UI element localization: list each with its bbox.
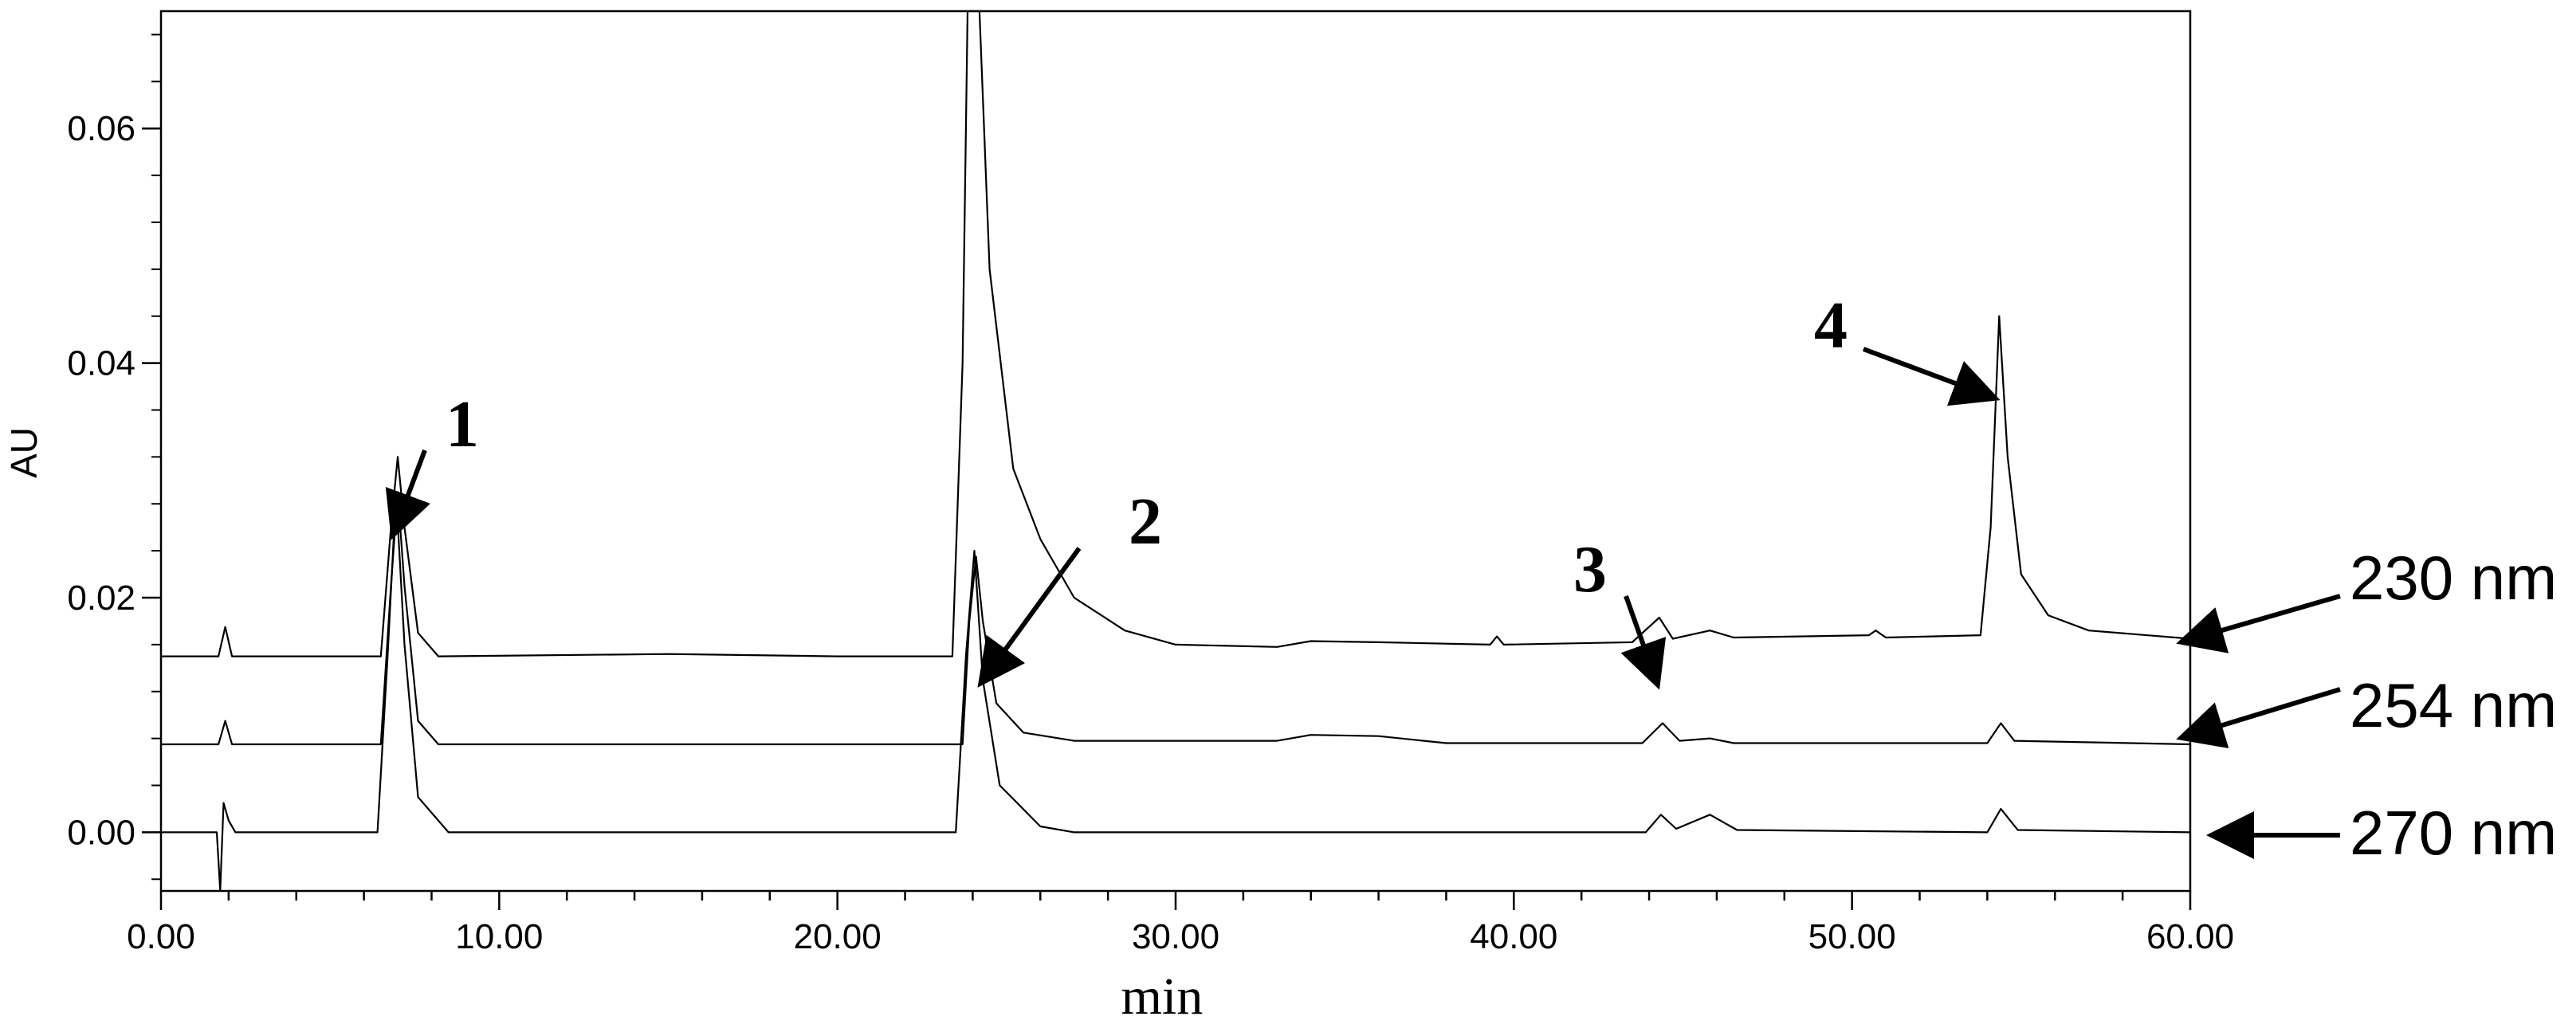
peak-label-2: 2 bbox=[1129, 485, 1162, 559]
y-tick-label: 0.00 bbox=[67, 813, 135, 852]
trace-label-270-nm: 270 nm bbox=[2350, 798, 2557, 868]
x-tick-label: 10.00 bbox=[455, 917, 543, 956]
trace-arrow-230-nm bbox=[2176, 594, 2341, 653]
trace-label-254-nm: 254 nm bbox=[2350, 670, 2557, 740]
peak-label-1: 1 bbox=[446, 387, 479, 461]
x-tick-label: 60.00 bbox=[2146, 917, 2234, 956]
x-tick-label: 0.00 bbox=[127, 917, 195, 956]
trace-270-nm bbox=[161, 491, 2191, 893]
x-tick-label: 30.00 bbox=[1132, 917, 1219, 956]
series-lines bbox=[161, 10, 2191, 893]
x-tick-label: 40.00 bbox=[1470, 917, 1557, 956]
trace-254-nm bbox=[161, 491, 2191, 746]
trace-230-nm bbox=[161, 10, 2191, 657]
peak-arrow-3 bbox=[1620, 594, 1667, 690]
annotations: 1 2 3 4 230 nm 254 nm 270 nm bbox=[385, 288, 2557, 868]
x-axis: 0.00 10.00 20.00 30.00 40.00 50.00 60.00 bbox=[127, 891, 2234, 956]
trace-arrow-254-nm bbox=[2176, 687, 2341, 748]
peak-label-3: 3 bbox=[1573, 532, 1607, 606]
y-tick-label: 0.02 bbox=[67, 579, 135, 618]
x-tick-label: 50.00 bbox=[1808, 917, 1896, 956]
y-tick-label: 0.06 bbox=[67, 109, 135, 148]
peak-arrow-4 bbox=[1862, 347, 2001, 406]
peak-label-4: 4 bbox=[1814, 288, 1848, 363]
peak-arrow-2 bbox=[977, 547, 1082, 688]
trace-label-230-nm: 230 nm bbox=[2350, 543, 2557, 613]
x-tick-label: 20.00 bbox=[794, 917, 882, 956]
x-axis-title: min bbox=[1121, 967, 1204, 1026]
y-axis: 0.00 0.02 0.04 0.06 bbox=[67, 33, 161, 881]
y-tick-label: 0.04 bbox=[67, 344, 135, 383]
y-axis-title: AU bbox=[3, 427, 45, 478]
peak-arrow-1 bbox=[385, 449, 431, 540]
